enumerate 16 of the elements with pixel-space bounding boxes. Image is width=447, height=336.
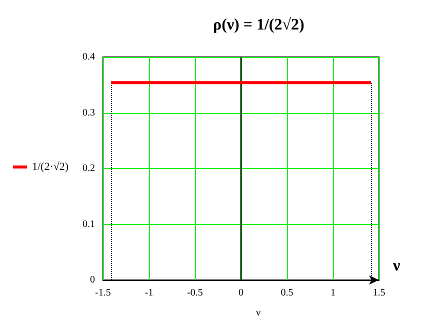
x-axis-title: ν (392, 258, 400, 274)
x-tick-label: -1.5 (95, 288, 111, 298)
y-tick-label: 0.2 (82, 163, 95, 174)
chart-title: ρ(ν) = 1/(2√2) (213, 16, 304, 34)
x-tick-label: 0.5 (280, 288, 294, 298)
y-tick-label: 0.3 (82, 107, 95, 118)
x-tick-label: 1 (330, 288, 336, 298)
x-tick-label: 0 (238, 288, 244, 298)
y-tick-label: 0.1 (82, 218, 95, 230)
y-tick-label: 0 (90, 274, 95, 286)
x-tick-label: -0.5 (187, 288, 203, 298)
x-tick-label: 1.5 (372, 288, 386, 298)
x-tick-label: -1 (144, 288, 154, 298)
legend-label: 1/(2·√2) (32, 161, 69, 173)
y-tick-label: 0.4 (82, 52, 95, 62)
text: ν (256, 308, 261, 318)
